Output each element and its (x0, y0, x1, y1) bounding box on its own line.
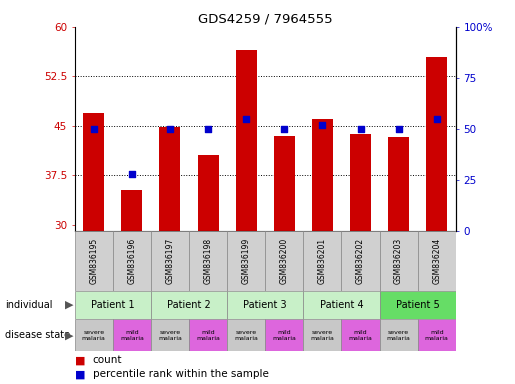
Text: severe
malaria: severe malaria (82, 330, 106, 341)
Text: Patient 3: Patient 3 (244, 300, 287, 310)
Text: severe
malaria: severe malaria (234, 330, 258, 341)
Text: GSM836200: GSM836200 (280, 238, 289, 284)
Text: individual: individual (5, 300, 53, 310)
Text: Patient 2: Patient 2 (167, 300, 211, 310)
Point (433, 116, 441, 122)
Bar (83, 113, 104, 231)
Text: GSM836202: GSM836202 (356, 238, 365, 284)
Bar (75, 291, 151, 319)
Bar (151, 291, 227, 319)
Bar (160, 127, 180, 231)
Bar (426, 56, 447, 231)
Text: disease state: disease state (5, 330, 70, 341)
Text: ▶: ▶ (65, 330, 74, 341)
Bar (198, 156, 218, 231)
Text: GSM836195: GSM836195 (89, 238, 98, 284)
Bar (303, 231, 341, 291)
Bar (341, 231, 380, 291)
Bar (380, 319, 418, 351)
Bar (227, 291, 303, 319)
Bar (75, 319, 113, 351)
Point (394, 126, 403, 132)
Point (242, 116, 250, 122)
Bar (265, 319, 303, 351)
Bar (274, 136, 295, 231)
Text: ▶: ▶ (65, 300, 74, 310)
Text: severe
malaria: severe malaria (158, 330, 182, 341)
Title: GDS4259 / 7964555: GDS4259 / 7964555 (198, 13, 333, 26)
Bar (380, 231, 418, 291)
Bar (303, 319, 341, 351)
Bar (227, 319, 265, 351)
Bar (151, 319, 189, 351)
Bar (151, 231, 189, 291)
Point (280, 126, 288, 132)
Text: severe
malaria: severe malaria (387, 330, 410, 341)
Text: count: count (93, 356, 122, 366)
Text: GSM836201: GSM836201 (318, 238, 327, 284)
Text: mild
malaria: mild malaria (272, 330, 296, 341)
Point (204, 126, 212, 132)
Text: severe
malaria: severe malaria (311, 330, 334, 341)
Bar (303, 291, 380, 319)
Bar (75, 231, 113, 291)
Text: percentile rank within the sample: percentile rank within the sample (93, 369, 269, 379)
Text: GSM836198: GSM836198 (203, 238, 213, 284)
Point (90, 126, 98, 132)
Text: GSM836204: GSM836204 (432, 238, 441, 284)
Text: mild
malaria: mild malaria (120, 330, 144, 341)
Text: GSM836197: GSM836197 (165, 238, 175, 284)
Bar (122, 190, 142, 231)
Text: GSM836199: GSM836199 (242, 238, 251, 284)
Bar (418, 231, 456, 291)
Point (128, 171, 136, 177)
Bar (341, 319, 380, 351)
Text: mild
malaria: mild malaria (425, 330, 449, 341)
Text: ■: ■ (75, 369, 85, 379)
Text: mild
malaria: mild malaria (196, 330, 220, 341)
Bar (236, 50, 256, 231)
Point (166, 126, 174, 132)
Bar (388, 137, 409, 231)
Text: Patient 1: Patient 1 (91, 300, 134, 310)
Text: GSM836203: GSM836203 (394, 238, 403, 284)
Bar (227, 231, 265, 291)
Bar (380, 291, 456, 319)
Bar (350, 134, 371, 231)
Bar (113, 231, 151, 291)
Text: Patient 4: Patient 4 (320, 300, 363, 310)
Bar (418, 319, 456, 351)
Text: ■: ■ (75, 356, 85, 366)
Bar (113, 319, 151, 351)
Point (318, 122, 327, 128)
Bar (189, 319, 227, 351)
Bar (265, 231, 303, 291)
Text: Patient 5: Patient 5 (396, 300, 439, 310)
Point (356, 126, 365, 132)
Text: mild
malaria: mild malaria (349, 330, 372, 341)
Bar (189, 231, 227, 291)
Bar (312, 119, 333, 231)
Text: GSM836196: GSM836196 (127, 238, 136, 284)
